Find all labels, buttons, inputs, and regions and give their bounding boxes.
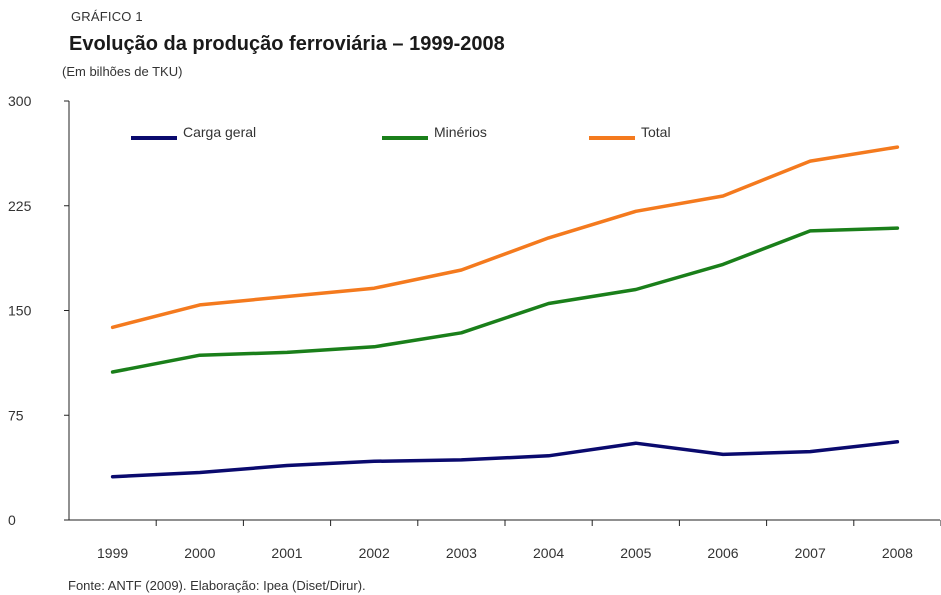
x-tick-label: 2002 xyxy=(359,545,390,561)
x-tick-label: 2001 xyxy=(271,545,302,561)
legend-label: Total xyxy=(641,124,671,140)
y-tick-label: 300 xyxy=(8,93,32,109)
x-tick-label: 2006 xyxy=(707,545,738,561)
x-tick-label: 1999 xyxy=(97,545,128,561)
series-line-carga-geral xyxy=(110,440,900,479)
y-tick-label: 75 xyxy=(8,407,24,423)
x-tick-label: 2005 xyxy=(620,545,651,561)
series-lines xyxy=(110,145,900,479)
chart-legend: Carga geral Minérios Total xyxy=(131,124,671,140)
chart-title: Evolução da produção ferroviária – 1999-… xyxy=(69,33,505,55)
chart-kicker: GRÁFICO 1 xyxy=(71,9,143,24)
x-tick-label: 2004 xyxy=(533,545,564,561)
y-tick-label: 150 xyxy=(8,303,32,319)
chart-axes: 0 75 150 225 300 1999 2000 2001 2002 2003 2004 2005… xyxy=(8,93,941,561)
x-tick-label: 2000 xyxy=(184,545,215,561)
y-axis-unit-label: (Em bilhões de TKU) xyxy=(62,64,183,79)
legend-label: Carga geral xyxy=(183,124,256,140)
x-tick-label: 2003 xyxy=(446,545,477,561)
x-tick-label: 2007 xyxy=(795,545,826,561)
y-tick-label: 225 xyxy=(8,198,32,214)
legend-label: Minérios xyxy=(434,124,487,140)
series-line-minerios xyxy=(110,226,900,374)
series-line-total xyxy=(110,145,900,330)
chart-source-note: Fonte: ANTF (2009). Elaboração: Ipea (Di… xyxy=(68,578,366,593)
y-tick-label: 0 xyxy=(8,512,16,528)
x-tick-label: 2008 xyxy=(882,545,913,561)
